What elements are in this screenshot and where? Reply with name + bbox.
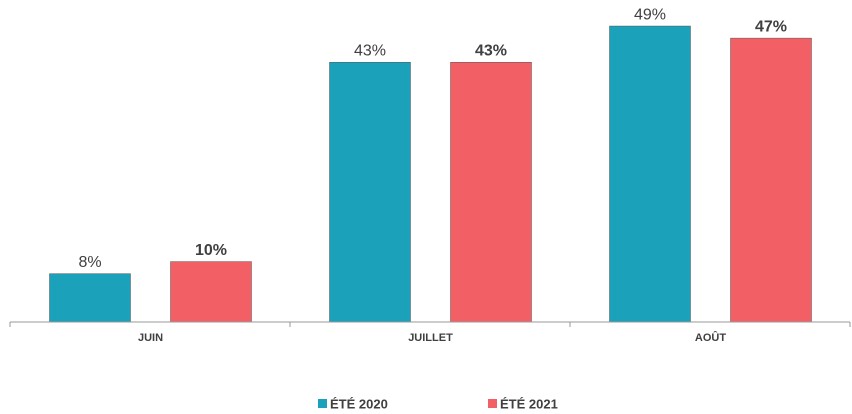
- x-tick-label: JUIN: [138, 332, 163, 344]
- value-label: 43%: [475, 42, 507, 59]
- bar: [170, 261, 252, 323]
- bar: [730, 37, 812, 323]
- bar: [450, 62, 532, 323]
- legend-swatch: [488, 399, 497, 408]
- x-tick-label: AOÛT: [695, 331, 726, 344]
- legend-label: ÉTÉ 2020: [330, 396, 388, 411]
- x-tick-label: JUILLET: [408, 332, 453, 344]
- value-label: 43%: [354, 42, 386, 59]
- bar: [49, 273, 131, 323]
- legend-label: ÉTÉ 2021: [500, 396, 558, 411]
- bar: [329, 62, 411, 323]
- value-label: 47%: [755, 18, 787, 35]
- bar: [609, 25, 691, 323]
- value-label: 49%: [634, 6, 666, 23]
- legend-swatch: [318, 399, 327, 408]
- value-label: 8%: [78, 254, 101, 271]
- value-label: 10%: [195, 242, 227, 259]
